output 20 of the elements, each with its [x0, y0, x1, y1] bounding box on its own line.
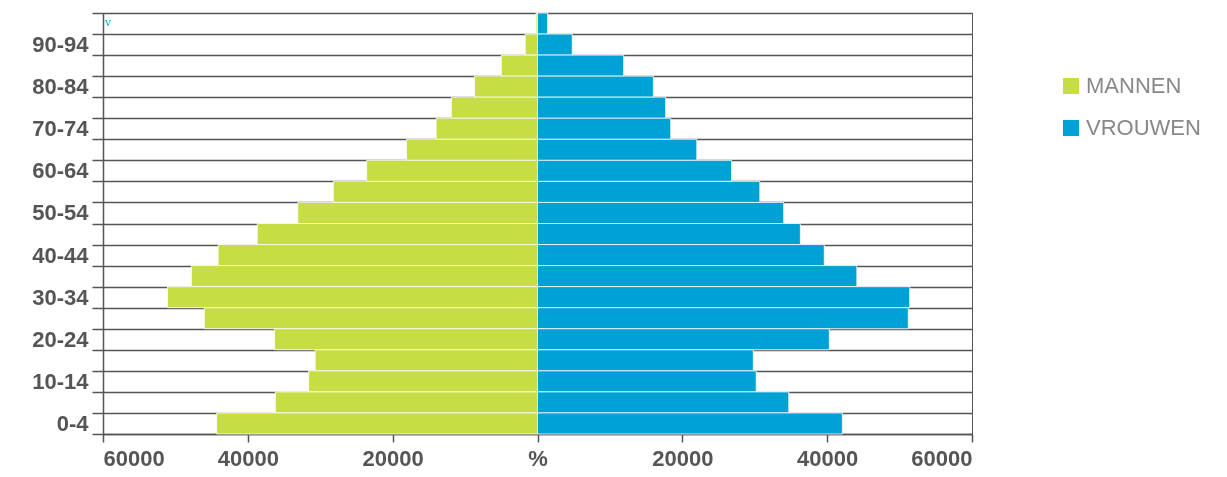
x-tick-label: %: [528, 445, 548, 471]
y-tick-label: 70-74: [32, 116, 90, 142]
annotation: v: [104, 16, 112, 29]
y-tick-label: 50-54: [32, 200, 90, 226]
x-tick-label: 20000: [362, 445, 424, 471]
x-tick-label: 60000: [911, 445, 973, 471]
y-tick-label: 20-24: [32, 326, 90, 352]
legend-label: VROUWEN: [1086, 115, 1201, 140]
x-tick-label: 60000: [103, 445, 165, 471]
y-tick-label: 40-44: [32, 242, 90, 268]
y-tick-label: 60-64: [32, 158, 90, 184]
x-tick-label: 40000: [797, 445, 859, 471]
y-tick-label: 80-84: [32, 74, 90, 100]
x-tick-label: 40000: [217, 445, 279, 471]
x-tick-label: 20000: [652, 445, 714, 471]
y-tick-label: 0-4: [56, 410, 90, 436]
legend-label: MANNEN: [1086, 73, 1182, 98]
y-tick-label: 10-14: [32, 368, 90, 394]
y-tick-label: 90-94: [32, 32, 90, 58]
y-tick-label: 30-34: [32, 284, 90, 310]
